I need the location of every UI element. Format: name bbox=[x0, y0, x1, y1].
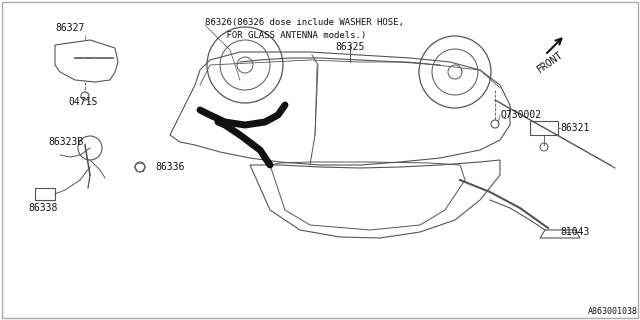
Text: Q730002: Q730002 bbox=[500, 110, 541, 120]
Text: A863001038: A863001038 bbox=[588, 307, 638, 316]
Text: 0471S: 0471S bbox=[68, 97, 97, 107]
Text: 81043: 81043 bbox=[560, 227, 589, 237]
Text: 86321: 86321 bbox=[560, 123, 589, 133]
Text: FRONT: FRONT bbox=[535, 50, 564, 75]
Text: 86326(86326 dose include WASHER HOSE,
    FOR GLASS ANTENNA models.): 86326(86326 dose include WASHER HOSE, FO… bbox=[205, 18, 404, 39]
Text: 86323B: 86323B bbox=[48, 137, 83, 147]
Text: 86336: 86336 bbox=[155, 162, 184, 172]
Text: 86325: 86325 bbox=[335, 42, 365, 52]
Text: 86327: 86327 bbox=[55, 23, 84, 33]
Text: 86338: 86338 bbox=[28, 203, 58, 213]
Bar bbox=[530, 121, 558, 135]
Bar bbox=[35, 188, 55, 200]
